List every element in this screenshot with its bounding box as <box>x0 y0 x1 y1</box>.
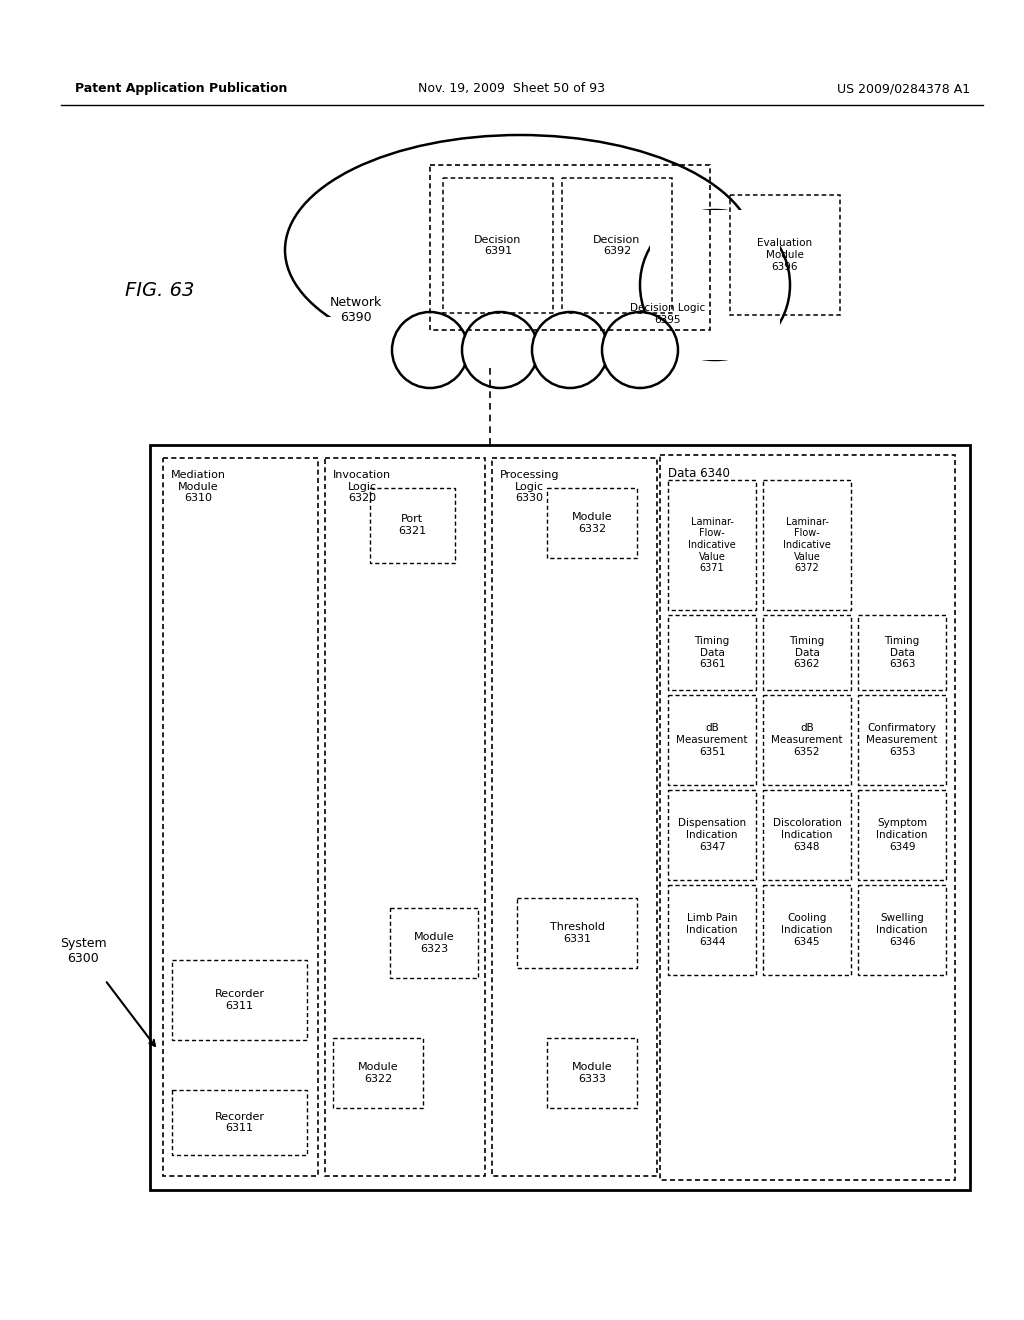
Text: Limb Pain
Indication
6344: Limb Pain Indication 6344 <box>686 913 737 946</box>
Text: Threshold
6331: Threshold 6331 <box>550 923 604 944</box>
Text: Module
6333: Module 6333 <box>571 1063 612 1084</box>
Bar <box>763 696 851 785</box>
Text: Discoloration
Indication
6348: Discoloration Indication 6348 <box>772 818 842 851</box>
Bar <box>547 488 637 558</box>
Text: Dispensation
Indication
6347: Dispensation Indication 6347 <box>678 818 746 851</box>
Text: US 2009/0284378 A1: US 2009/0284378 A1 <box>837 82 970 95</box>
Circle shape <box>392 312 468 388</box>
Bar <box>325 458 485 1176</box>
Text: Decision
6391: Decision 6391 <box>474 235 521 256</box>
Bar <box>172 1090 307 1155</box>
Bar <box>668 884 756 975</box>
Bar <box>858 789 946 880</box>
Text: dB
Measurement
6352: dB Measurement 6352 <box>771 723 843 756</box>
Text: Confirmatory
Measurement
6353: Confirmatory Measurement 6353 <box>866 723 938 756</box>
Text: Module
6322: Module 6322 <box>357 1063 398 1084</box>
Text: Swelling
Indication
6346: Swelling Indication 6346 <box>877 913 928 946</box>
Text: Nov. 19, 2009  Sheet 50 of 93: Nov. 19, 2009 Sheet 50 of 93 <box>419 82 605 95</box>
Circle shape <box>640 210 790 360</box>
Bar <box>763 480 851 610</box>
Bar <box>858 884 946 975</box>
Bar <box>858 696 946 785</box>
Bar <box>285 317 755 366</box>
Text: Recorder
6311: Recorder 6311 <box>214 989 264 1011</box>
Bar <box>547 1038 637 1107</box>
Bar <box>668 696 756 785</box>
Text: Data 6340: Data 6340 <box>668 467 730 480</box>
Text: Evaluation
Module
6396: Evaluation Module 6396 <box>758 239 813 272</box>
Text: Decision
6392: Decision 6392 <box>593 235 641 256</box>
Bar <box>492 458 657 1176</box>
Bar <box>763 884 851 975</box>
Bar <box>650 210 780 360</box>
Bar <box>730 195 840 315</box>
Bar <box>443 178 553 313</box>
Bar <box>390 908 478 978</box>
Bar <box>163 458 318 1176</box>
Ellipse shape <box>285 135 755 366</box>
Bar <box>763 789 851 880</box>
Text: Cooling
Indication
6345: Cooling Indication 6345 <box>781 913 833 946</box>
Bar <box>517 898 637 968</box>
Bar <box>562 178 672 313</box>
Bar <box>370 488 455 564</box>
Text: Timing
Data
6362: Timing Data 6362 <box>790 636 824 669</box>
Bar <box>668 789 756 880</box>
Text: Laminar-
Flow-
Indicative
Value
6372: Laminar- Flow- Indicative Value 6372 <box>783 517 830 573</box>
Bar <box>858 615 946 690</box>
Text: Symptom
Indication
6349: Symptom Indication 6349 <box>877 818 928 851</box>
Circle shape <box>602 312 678 388</box>
Text: Mediation
Module
6310: Mediation Module 6310 <box>171 470 226 503</box>
Text: Timing
Data
6363: Timing Data 6363 <box>885 636 920 669</box>
Text: System
6300: System 6300 <box>60 937 106 965</box>
Bar <box>172 1090 307 1160</box>
Circle shape <box>462 312 538 388</box>
Bar <box>430 165 710 330</box>
Bar <box>150 445 970 1191</box>
Bar <box>172 960 307 1040</box>
Text: Module
6332: Module 6332 <box>571 512 612 533</box>
Bar <box>763 615 851 690</box>
Text: dB
Measurement
6351: dB Measurement 6351 <box>676 723 748 756</box>
Bar <box>660 455 955 1180</box>
Text: Module
6323: Module 6323 <box>414 932 455 954</box>
Text: Processing
Logic
6330: Processing Logic 6330 <box>500 470 559 503</box>
Text: Network
6390: Network 6390 <box>330 296 382 323</box>
Circle shape <box>532 312 608 388</box>
Text: Timing
Data
6361: Timing Data 6361 <box>694 636 730 669</box>
Text: FIG. 63: FIG. 63 <box>125 281 195 300</box>
Text: Port
6321: Port 6321 <box>398 515 426 536</box>
Bar <box>333 1038 423 1107</box>
Bar <box>668 480 756 610</box>
Text: Patent Application Publication: Patent Application Publication <box>75 82 288 95</box>
Text: Recorder
6311: Recorder 6311 <box>214 1111 264 1134</box>
Bar <box>668 615 756 690</box>
Text: Invocation
Logic
6320: Invocation Logic 6320 <box>333 470 391 503</box>
Text: Decision Logic
6395: Decision Logic 6395 <box>630 304 705 325</box>
Text: Laminar-
Flow-
Indicative
Value
6371: Laminar- Flow- Indicative Value 6371 <box>688 517 736 573</box>
